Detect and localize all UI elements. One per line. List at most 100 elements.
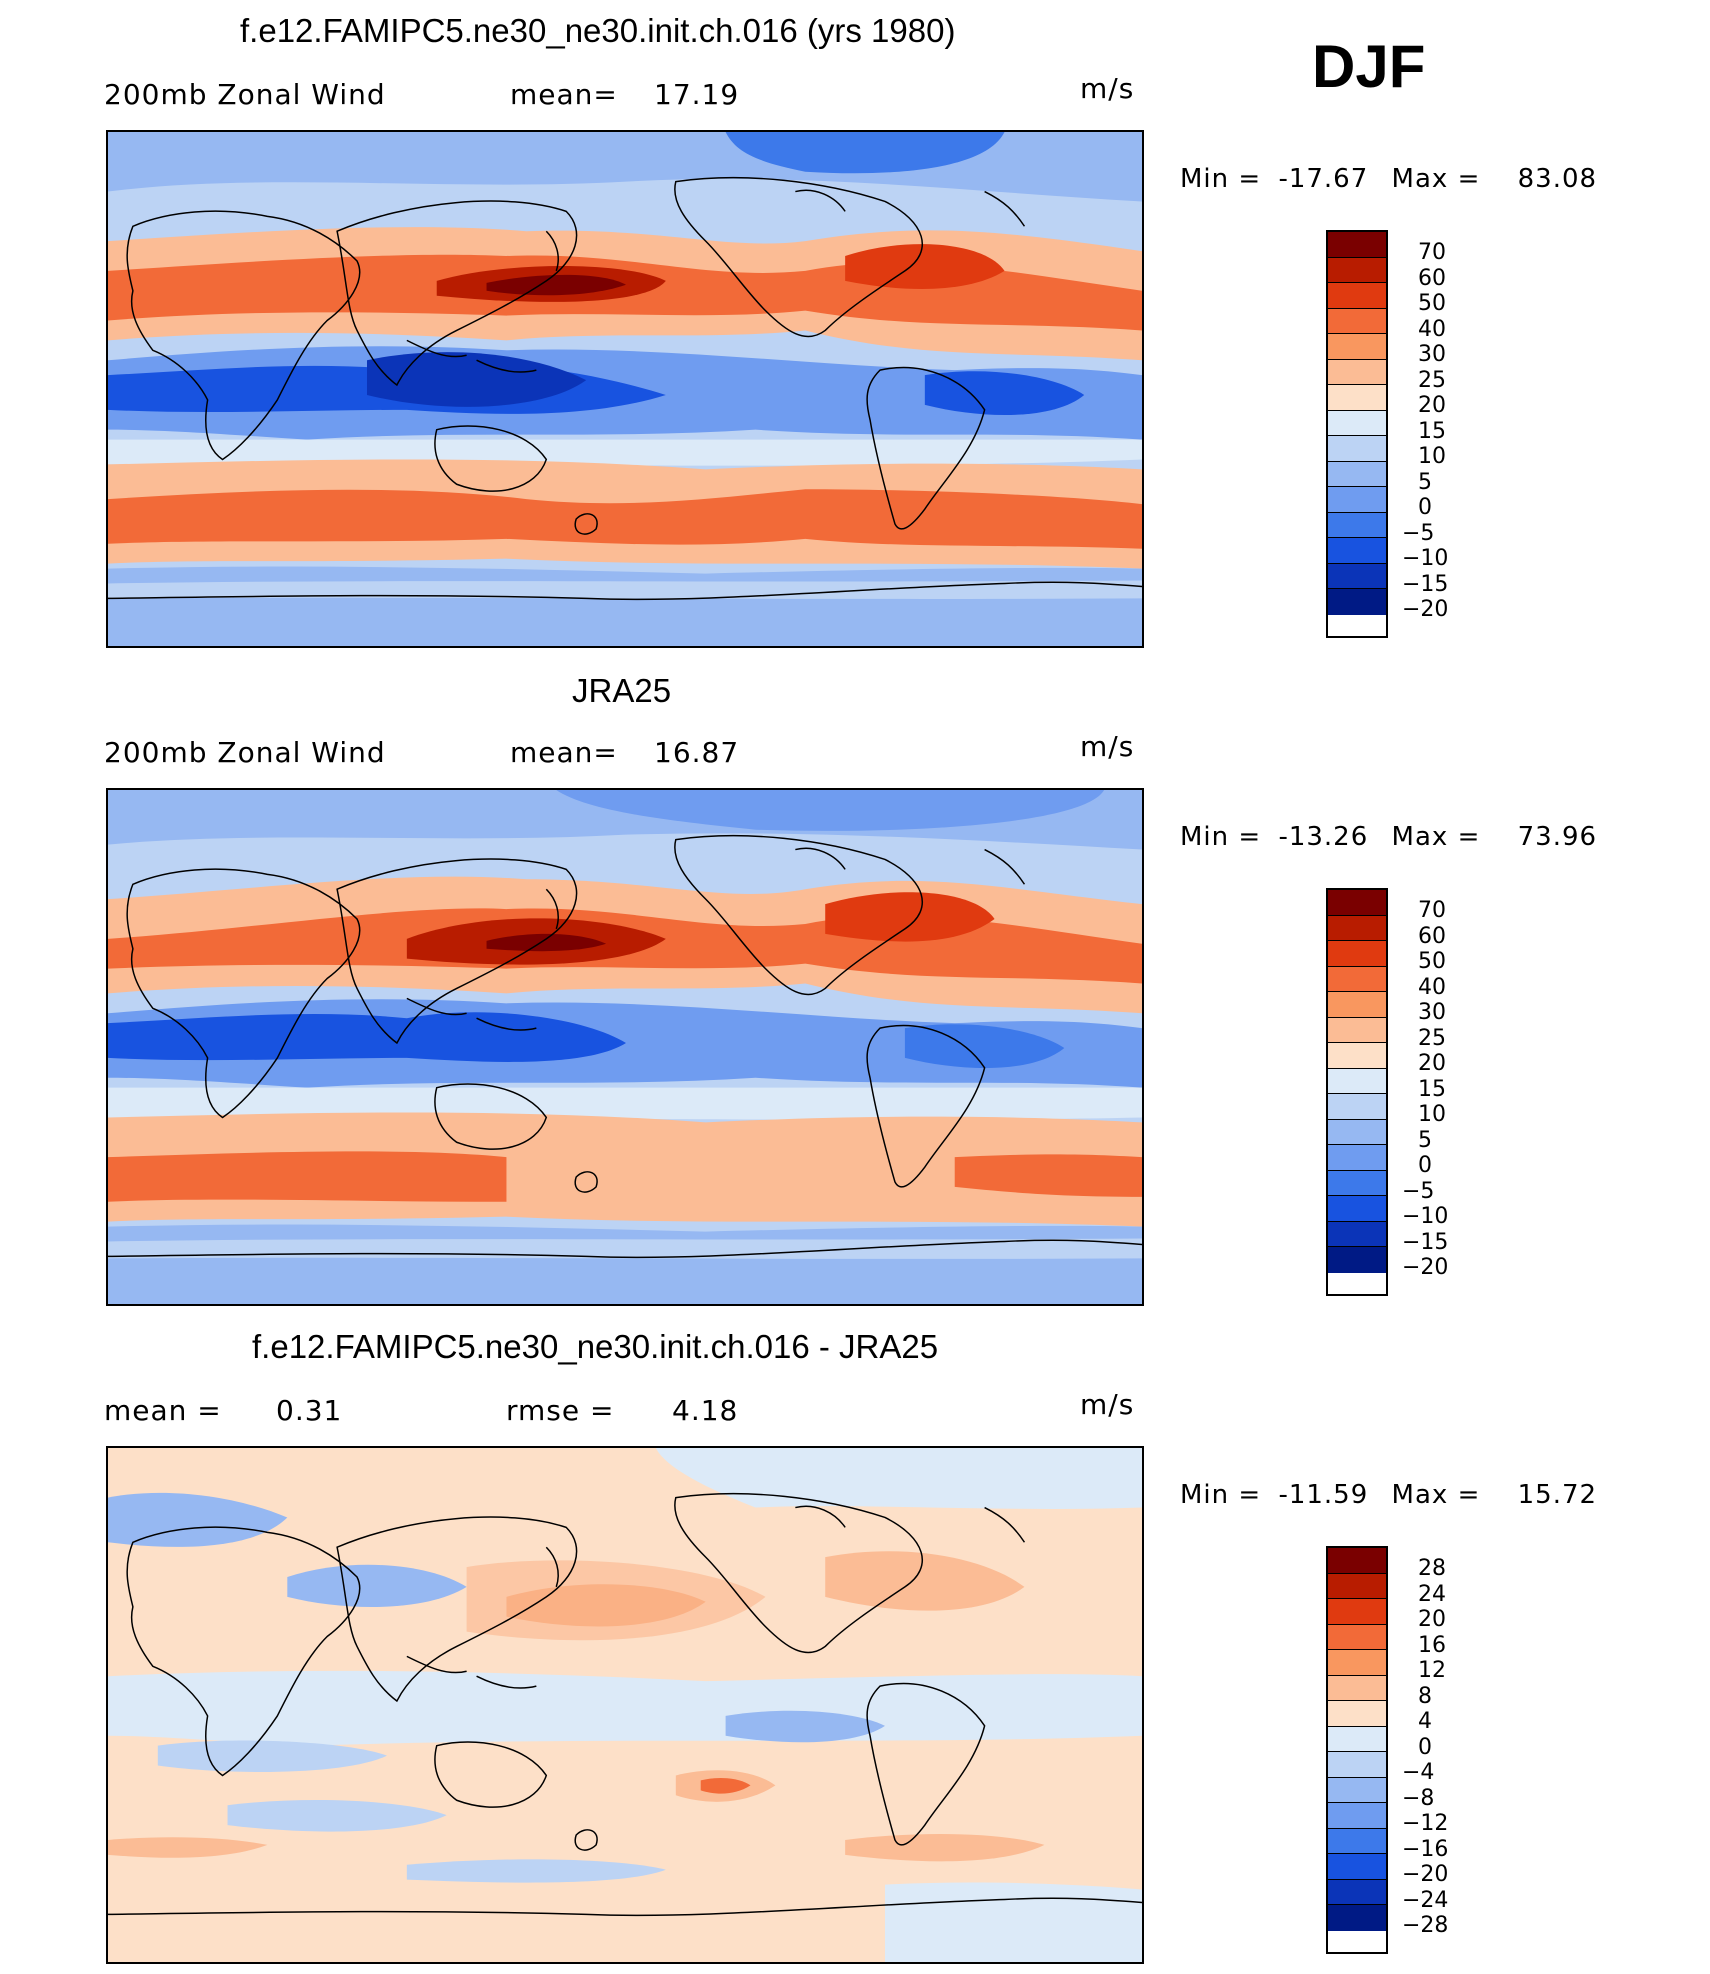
colorbar bbox=[1326, 1546, 1388, 1954]
diff-neg-europe bbox=[108, 1492, 288, 1547]
colorbar-swatch bbox=[1328, 915, 1386, 941]
max-label: Max = bbox=[1391, 164, 1481, 194]
colorbar-swatch bbox=[1328, 487, 1386, 513]
colorbar-tick-label: 70 bbox=[1418, 898, 1446, 923]
coastlines bbox=[108, 834, 1142, 1259]
colorbar-swatch bbox=[1328, 512, 1386, 538]
panel-title: JRA25 bbox=[572, 672, 672, 709]
colorbar-swatch bbox=[1328, 1675, 1386, 1701]
colorbar-swatch bbox=[1328, 1828, 1386, 1854]
min-value: -11.59 bbox=[1278, 1480, 1369, 1510]
units-label: m/s bbox=[1080, 1388, 1135, 1421]
diff-neg-antarctic-east bbox=[884, 1882, 1142, 1962]
colorbar-swatch bbox=[1328, 1752, 1386, 1778]
colorbar-tick-label: 20 bbox=[1418, 1607, 1446, 1632]
colorbar-tick-label: 4 bbox=[1418, 1709, 1432, 1734]
na-jet-core bbox=[845, 244, 1005, 289]
colorbar-swatch bbox=[1328, 563, 1386, 589]
colorbar-tick-label: 15 bbox=[1418, 1076, 1446, 1102]
colorbar-tick-label: 0 bbox=[1418, 495, 1432, 520]
max-value: 73.96 bbox=[1517, 822, 1598, 852]
colorbar-swatch bbox=[1328, 1726, 1386, 1752]
min-max-readout: Min = -17.67 Max = 83.08 bbox=[1180, 164, 1597, 194]
colorbar-tick-label: 8 bbox=[1418, 1683, 1432, 1709]
colorbar-swatch bbox=[1328, 308, 1386, 334]
min-value: -17.67 bbox=[1278, 164, 1369, 194]
colorbar-swatch bbox=[1328, 1247, 1386, 1273]
colorbar-swatch bbox=[1328, 1043, 1386, 1069]
units-label: m/s bbox=[1080, 730, 1135, 763]
tropical-light bbox=[108, 1087, 1142, 1120]
colorbar-tick-label: −16 bbox=[1402, 1836, 1449, 1862]
sh-jet-core-east bbox=[954, 1154, 1142, 1197]
min-label: Min = bbox=[1180, 822, 1262, 852]
colorbar-swatch bbox=[1328, 436, 1386, 462]
diff-neg-south-ocean bbox=[227, 1800, 447, 1832]
colorbar bbox=[1326, 230, 1388, 638]
diff-neg-tropics bbox=[108, 1670, 1142, 1746]
diff-pos-sh-jet bbox=[108, 1837, 268, 1858]
colorbar-tick-label: 20 bbox=[1418, 1051, 1446, 1076]
min-value: -13.26 bbox=[1278, 822, 1369, 852]
sh-jet-core bbox=[108, 1151, 507, 1202]
colorbar-swatch bbox=[1328, 1879, 1386, 1905]
colorbar-swatch bbox=[1328, 1701, 1386, 1727]
map-svg bbox=[108, 790, 1142, 1304]
colorbar-swatch bbox=[1328, 1068, 1386, 1094]
map-svg bbox=[108, 132, 1142, 646]
colorbar-swatch bbox=[1328, 1017, 1386, 1043]
colorbar-tick-label: 70 bbox=[1418, 240, 1446, 265]
colorbar-tick-label: −12 bbox=[1402, 1811, 1449, 1836]
colorbar-swatch bbox=[1328, 1905, 1386, 1931]
min-max-readout: Min = -11.59 Max = 15.72 bbox=[1180, 1480, 1597, 1510]
sh-jet-core bbox=[108, 489, 1142, 549]
colorbar-tick-label: 5 bbox=[1418, 469, 1432, 495]
colorbar-tick-label: 40 bbox=[1418, 316, 1446, 342]
colorbar-tick-label: 15 bbox=[1418, 418, 1446, 444]
max-label: Max = bbox=[1391, 822, 1481, 852]
colorbar-swatch bbox=[1328, 1803, 1386, 1829]
mean-value: 17.19 bbox=[654, 78, 740, 111]
colorbar-swatch bbox=[1328, 992, 1386, 1018]
diff-neg-asia bbox=[287, 1564, 467, 1607]
max-label: Max = bbox=[1391, 1480, 1481, 1510]
colorbar-tick-label: −20 bbox=[1402, 597, 1449, 622]
na-jet-core bbox=[825, 892, 995, 942]
colorbar-swatch bbox=[1328, 1599, 1386, 1625]
colorbar-tick-label: −15 bbox=[1402, 1229, 1449, 1255]
colorbar-tick-label: −8 bbox=[1402, 1785, 1435, 1811]
contour-map bbox=[106, 130, 1144, 648]
diff-neg-arctic bbox=[655, 1448, 1142, 1509]
diff-neg-ocean-band bbox=[157, 1740, 387, 1773]
colorbar-swatch bbox=[1328, 890, 1386, 916]
diff-neg-circumpolar bbox=[406, 1859, 666, 1883]
colorbar-tick-label: 25 bbox=[1418, 367, 1446, 393]
colorbar-tick-label: 0 bbox=[1418, 1153, 1432, 1178]
colorbar-tick-label: −5 bbox=[1402, 520, 1435, 546]
colorbar-tick-label: 24 bbox=[1418, 1581, 1446, 1607]
colorbar-swatch bbox=[1328, 257, 1386, 283]
min-label: Min = bbox=[1180, 164, 1262, 194]
colorbar-tick-label: −5 bbox=[1402, 1178, 1435, 1204]
colorbar-swatch bbox=[1328, 1548, 1386, 1574]
mean-label: mean= bbox=[510, 78, 618, 111]
colorbar-tick-label: 28 bbox=[1418, 1556, 1446, 1581]
colorbar-swatch bbox=[1328, 1221, 1386, 1247]
mean-label: mean= bbox=[510, 736, 618, 769]
units-label: m/s bbox=[1080, 72, 1135, 105]
colorbar-tick-label: 16 bbox=[1418, 1632, 1446, 1658]
colorbar-swatch bbox=[1328, 538, 1386, 564]
colorbar-swatch bbox=[1328, 283, 1386, 309]
colorbar-swatch bbox=[1328, 385, 1386, 411]
panel-title: f.e12.FAMIPC5.ne30_ne30.init.ch.016 - JR… bbox=[252, 1328, 939, 1365]
colorbar-tick-label: 50 bbox=[1418, 291, 1446, 316]
colorbar-swatch bbox=[1328, 941, 1386, 967]
colorbar-tick-label: 60 bbox=[1418, 923, 1446, 949]
min-max-readout: Min = -13.26 Max = 73.96 bbox=[1180, 822, 1597, 852]
colorbar-tick-label: 5 bbox=[1418, 1127, 1432, 1153]
mean-value: 16.87 bbox=[654, 736, 740, 769]
antarctic-light bbox=[108, 580, 1142, 599]
colorbar-tick-label: 25 bbox=[1418, 1025, 1446, 1051]
indonesia-core bbox=[366, 352, 587, 407]
antarctic bbox=[108, 566, 1142, 646]
